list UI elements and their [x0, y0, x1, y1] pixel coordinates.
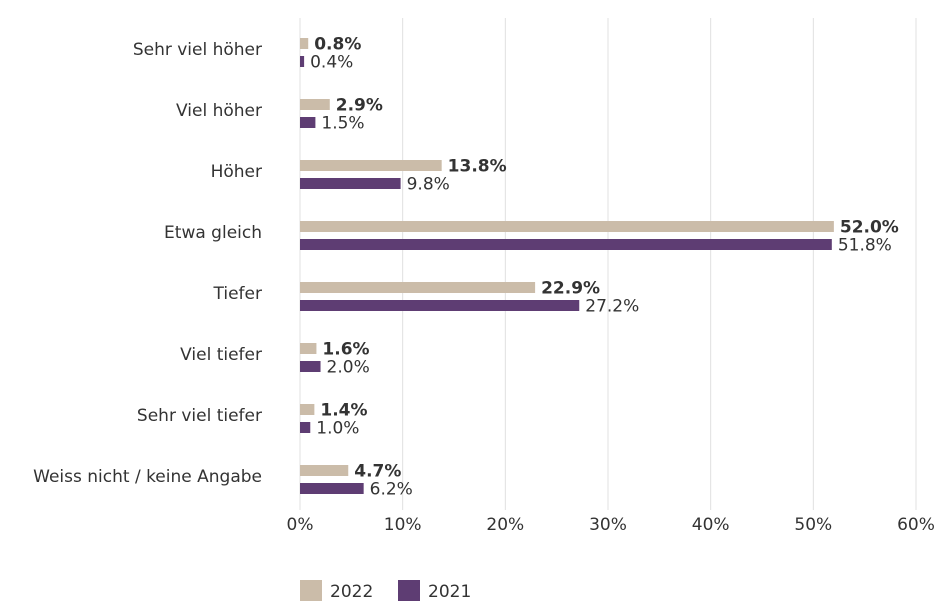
- x-tick-label: 0%: [287, 515, 314, 535]
- value-label: 1.6%: [322, 340, 369, 360]
- value-label: 0.4%: [310, 53, 353, 73]
- x-tick-label: 20%: [486, 515, 524, 535]
- x-tick-label: 60%: [897, 515, 935, 535]
- category-label: Sehr viel höher: [133, 40, 262, 60]
- bar: [300, 361, 321, 372]
- legend-label: 2022: [330, 582, 373, 601]
- value-label: 2.9%: [336, 96, 383, 116]
- value-label: 22.9%: [541, 279, 600, 299]
- value-label: 52.0%: [840, 218, 899, 238]
- value-label: 13.8%: [448, 157, 507, 177]
- bar: [300, 422, 311, 433]
- bar: [300, 343, 317, 354]
- value-label: 0.8%: [314, 35, 361, 55]
- legend-swatch: [398, 580, 420, 602]
- bar: [300, 117, 316, 128]
- bar: [300, 282, 536, 293]
- bar: [300, 221, 834, 232]
- value-label: 51.8%: [838, 236, 892, 256]
- category-label: Weiss nicht / keine Angabe: [33, 467, 262, 487]
- value-label: 4.7%: [354, 462, 401, 482]
- bar: [300, 239, 832, 250]
- value-label: 1.4%: [320, 401, 367, 421]
- category-label: Tiefer: [213, 284, 262, 304]
- category-label: Viel höher: [176, 101, 262, 121]
- bar: [300, 300, 580, 311]
- x-tick-label: 50%: [794, 515, 832, 535]
- bar: [300, 465, 349, 476]
- category-label: Höher: [211, 162, 262, 182]
- x-tick-label: 10%: [384, 515, 422, 535]
- value-label: 2.0%: [327, 358, 370, 378]
- bar: [300, 483, 364, 494]
- category-label: Viel tiefer: [180, 345, 262, 365]
- bar: [300, 178, 401, 189]
- bar: [300, 38, 309, 49]
- value-label: 1.5%: [321, 114, 364, 134]
- value-label: 1.0%: [316, 419, 359, 439]
- bar: [300, 160, 442, 171]
- bar: [300, 99, 330, 110]
- value-label: 9.8%: [407, 175, 450, 195]
- value-label: 27.2%: [585, 297, 639, 317]
- x-tick-label: 30%: [589, 515, 627, 535]
- legend-swatch: [300, 580, 322, 602]
- bar: [300, 56, 305, 67]
- category-label: Etwa gleich: [164, 223, 262, 243]
- value-label: 6.2%: [370, 480, 413, 500]
- category-label: Sehr viel tiefer: [137, 406, 262, 426]
- x-tick-label: 40%: [692, 515, 730, 535]
- legend-label: 2021: [428, 582, 471, 601]
- bar: [300, 404, 315, 415]
